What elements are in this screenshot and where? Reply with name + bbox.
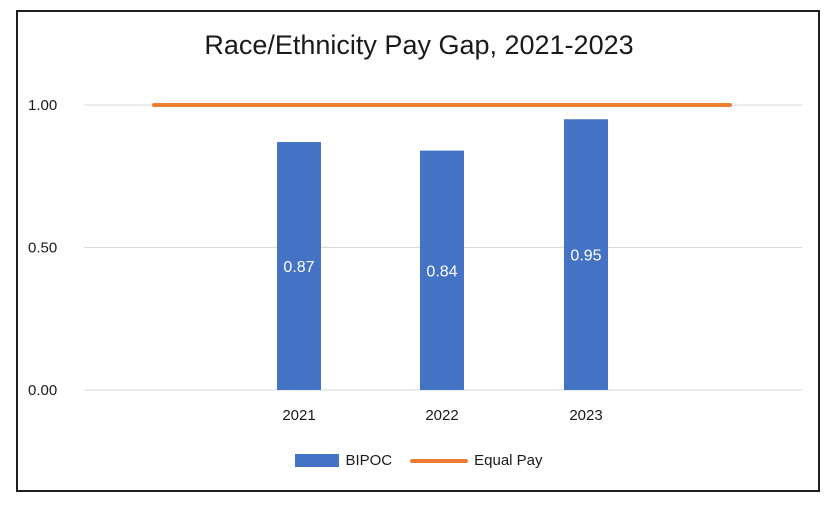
legend-label-equal-pay: Equal Pay: [474, 452, 543, 469]
bar-data-label: 0.84: [426, 263, 457, 280]
y-tick-label: 0.00: [28, 382, 57, 399]
bar-data-label: 0.95: [570, 248, 601, 265]
bar: [277, 142, 321, 390]
bar-data-label: 0.87: [283, 259, 314, 276]
legend-item-equal-pay: Equal Pay: [410, 452, 543, 469]
legend-swatch-bipoc: [295, 454, 340, 467]
y-tick-label: 1.00: [28, 97, 57, 114]
legend: BIPOC Equal Pay: [0, 452, 838, 469]
x-tick-label: 2021: [282, 407, 315, 424]
x-tick-label: 2023: [569, 407, 602, 424]
legend-label-bipoc: BIPOC: [345, 452, 393, 469]
legend-swatch-equal-pay: [410, 458, 469, 463]
chart-title: Race/Ethnicity Pay Gap, 2021-2023: [204, 30, 634, 60]
bar: [420, 150, 464, 390]
chart-frame: [16, 10, 820, 492]
legend-item-bipoc: BIPOC: [295, 452, 392, 469]
bar: [564, 119, 608, 390]
y-tick-label: 0.50: [28, 240, 57, 257]
x-tick-label: 2022: [425, 407, 458, 424]
